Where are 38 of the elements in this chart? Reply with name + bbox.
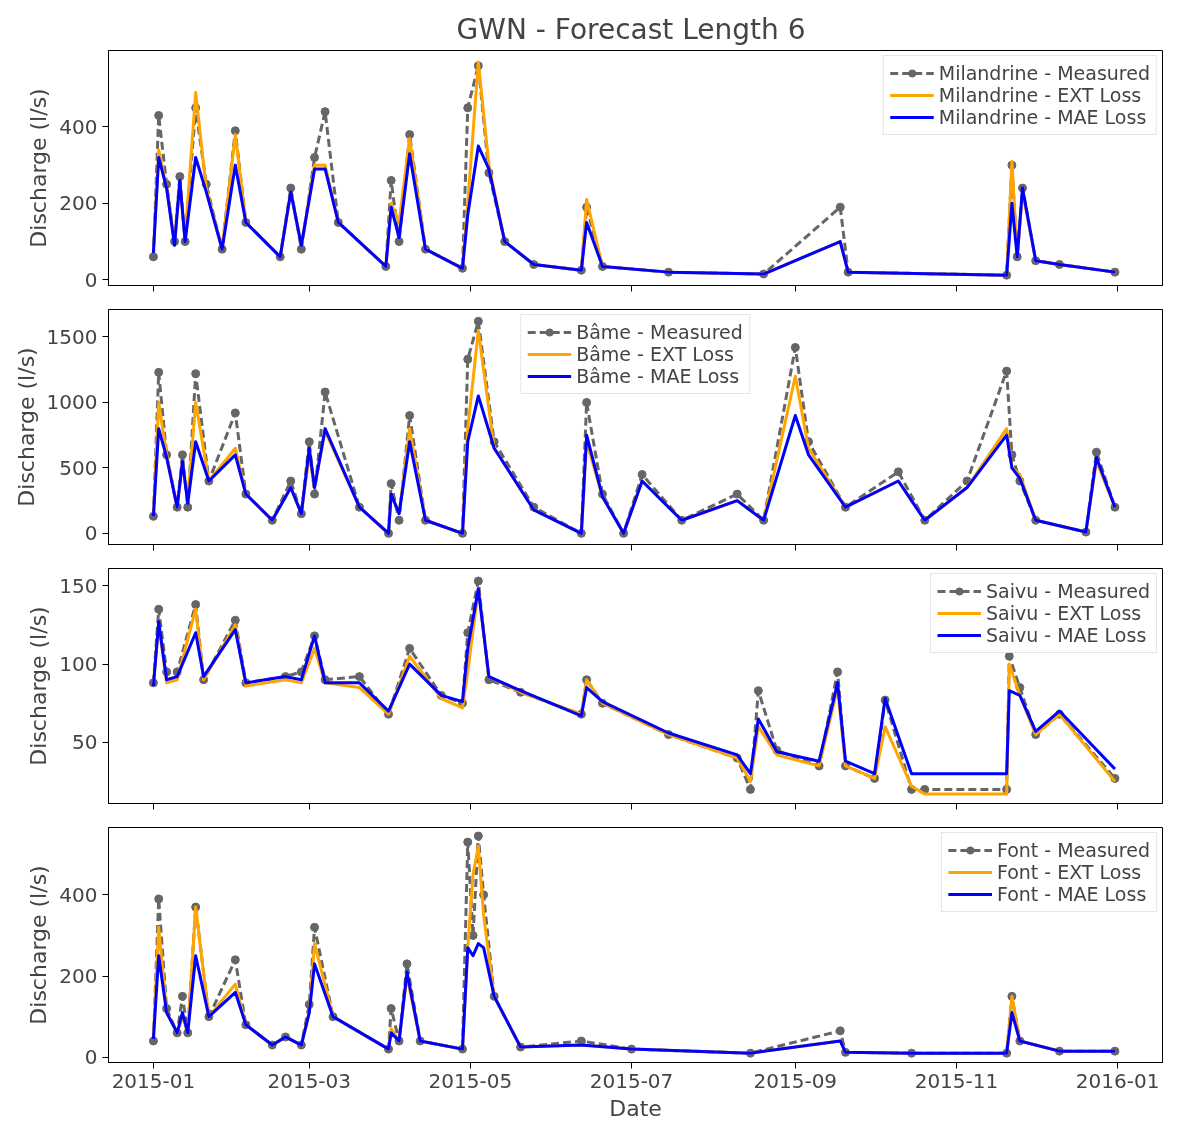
y-tick-label: 400 (59, 882, 98, 907)
x-tick-label: 2015-03 (267, 1068, 352, 1093)
legend-label: Font - EXT Loss (996, 861, 1142, 883)
y-tick-label: 200 (59, 964, 98, 989)
x-tick-label: 2015-09 (753, 1068, 838, 1093)
y-tick-label: 0 (84, 1045, 98, 1070)
x-tick-label: 2015-05 (428, 1068, 513, 1093)
legend-label: Saivu - Measured (985, 580, 1150, 602)
y-tick-label: 200 (59, 191, 98, 216)
legend-label: Font - MAE Loss (996, 883, 1147, 905)
x-axis-title: Date (609, 1095, 662, 1121)
y-tick-label: 1000 (46, 390, 98, 415)
legend-label: Bâme - EXT Loss (576, 343, 735, 365)
chart-title: GWN - Forecast Length 6 (456, 12, 806, 46)
y-axis-title: Discharge (l/s) (26, 606, 52, 766)
y-tick-label: 500 (59, 455, 98, 480)
y-tick-label: 400 (59, 114, 98, 139)
legend-label: Bâme - Measured (576, 321, 743, 343)
y-tick-label: 1500 (46, 324, 98, 349)
y-axis-title: Discharge (l/s) (26, 865, 52, 1025)
legend-label: Saivu - EXT Loss (985, 602, 1142, 624)
y-axis-title: Discharge (l/s) (13, 347, 39, 507)
y-tick-label: 100 (59, 652, 98, 677)
x-tick-label: 2016-01 (1075, 1068, 1160, 1093)
y-tick-label: 50 (72, 730, 98, 755)
x-tick-label: 2015-01 (111, 1068, 196, 1093)
legend-label: Milandrine - Measured (938, 62, 1150, 84)
legend-label: Saivu - MAE Loss (985, 624, 1147, 646)
legend-label: Bâme - MAE Loss (576, 365, 740, 387)
y-tick-label: 150 (59, 573, 98, 598)
legend-label: Milandrine - EXT Loss (938, 84, 1142, 106)
y-tick-label: 0 (84, 267, 98, 292)
legend-label: Milandrine - MAE Loss (938, 106, 1147, 128)
y-axis-title: Discharge (l/s) (26, 88, 52, 248)
x-tick-label: 2015-11 (914, 1068, 999, 1093)
y-tick-label: 0 (84, 521, 98, 546)
x-tick-label: 2015-07 (589, 1068, 674, 1093)
legend-label: Font - Measured (996, 839, 1150, 861)
